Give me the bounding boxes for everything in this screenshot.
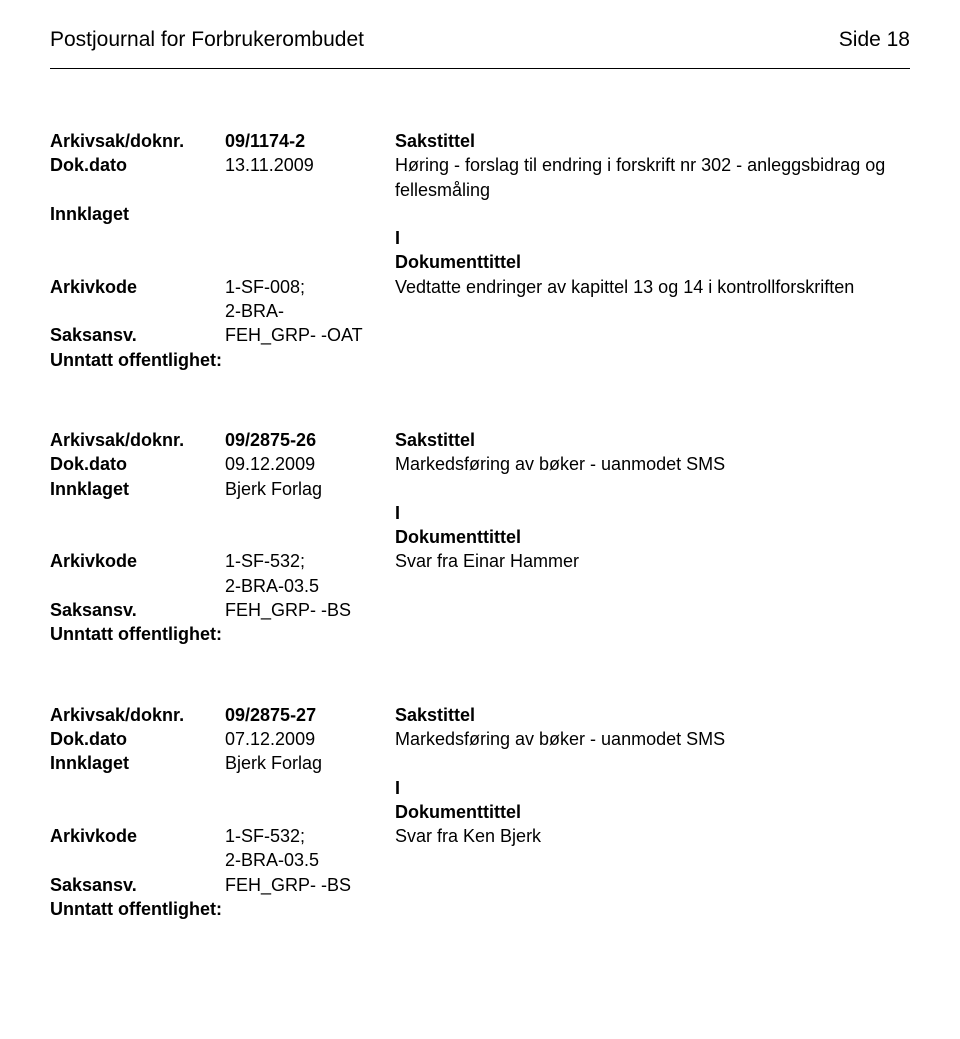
label-arkivsak: Arkivsak/doknr. [50,428,225,452]
label-saksansv: Saksansv. [50,323,225,347]
label-saksansv: Saksansv. [50,873,225,897]
label-dokdato: Dok.dato [50,452,225,476]
label-innklaget: Innklaget [50,202,225,226]
value-innklaget: Bjerk Forlag [225,477,395,501]
label-innklaget: Innklaget [50,477,225,501]
label-dokdato: Dok.dato [50,727,225,751]
label-arkivkode: Arkivkode [50,549,225,573]
header-divider [50,68,910,69]
value-sakstittel: Høring - forslag til endring i forskrift… [395,153,910,202]
label-i: I [395,776,910,800]
value-dokumenttittel: Svar fra Ken Bjerk [395,824,910,848]
label-dokumenttittel: Dokumenttittel [395,525,910,549]
value-dokumenttittel: Svar fra Einar Hammer [395,549,910,573]
value-sakstittel: Markedsføring av bøker - uanmodet SMS [395,452,910,476]
value-dokdato: 13.11.2009 [225,153,395,177]
label-arkivsak: Arkivsak/doknr. [50,129,225,153]
journal-title: Postjournal for Forbrukerombudet [50,28,364,52]
value-dokumenttittel: Vedtatte endringer av kapittel 13 og 14 … [395,275,910,299]
label-sakstittel: Sakstittel [395,428,910,452]
label-sakstittel: Sakstittel [395,703,910,727]
label-unntatt: Unntatt offentlighet: [50,622,222,646]
label-dokumenttittel: Dokumenttittel [395,800,910,824]
label-i: I [395,501,910,525]
record: Arkivsak/doknr. 09/2875-26 Sakstittel Do… [50,428,910,647]
label-dokumenttittel: Dokumenttittel [395,250,910,274]
page: Postjournal for Forbrukerombudet Side 18… [0,0,960,1017]
value-arkivkode: 1-SF-532; 2-BRA-03.5 [225,824,395,873]
label-unntatt: Unntatt offentlighet: [50,897,222,921]
value-arkivsak: 09/2875-27 [225,703,395,727]
label-arkivkode: Arkivkode [50,824,225,848]
label-sakstittel: Sakstittel [395,129,910,153]
value-saksansv: FEH_GRP- -BS [225,598,395,622]
label-unntatt: Unntatt offentlighet: [50,348,222,372]
value-arkivkode: 1-SF-008; 2-BRA- [225,275,395,324]
value-dokdato: 07.12.2009 [225,727,395,751]
value-saksansv: FEH_GRP- -BS [225,873,395,897]
value-saksansv: FEH_GRP- -OAT [225,323,395,347]
value-arkivsak: 09/2875-26 [225,428,395,452]
page-number: Side 18 [839,28,910,52]
label-arkivkode: Arkivkode [50,275,225,299]
record: Arkivsak/doknr. 09/1174-2 Sakstittel Dok… [50,129,910,372]
record: Arkivsak/doknr. 09/2875-27 Sakstittel Do… [50,703,910,922]
label-dokdato: Dok.dato [50,153,225,177]
label-saksansv: Saksansv. [50,598,225,622]
value-innklaget: Bjerk Forlag [225,751,395,775]
page-header: Postjournal for Forbrukerombudet Side 18 [50,28,910,52]
label-i: I [395,226,910,250]
value-arkivkode: 1-SF-532; 2-BRA-03.5 [225,549,395,598]
value-dokdato: 09.12.2009 [225,452,395,476]
label-innklaget: Innklaget [50,751,225,775]
value-sakstittel: Markedsføring av bøker - uanmodet SMS [395,727,910,751]
value-arkivsak: 09/1174-2 [225,129,395,153]
label-arkivsak: Arkivsak/doknr. [50,703,225,727]
